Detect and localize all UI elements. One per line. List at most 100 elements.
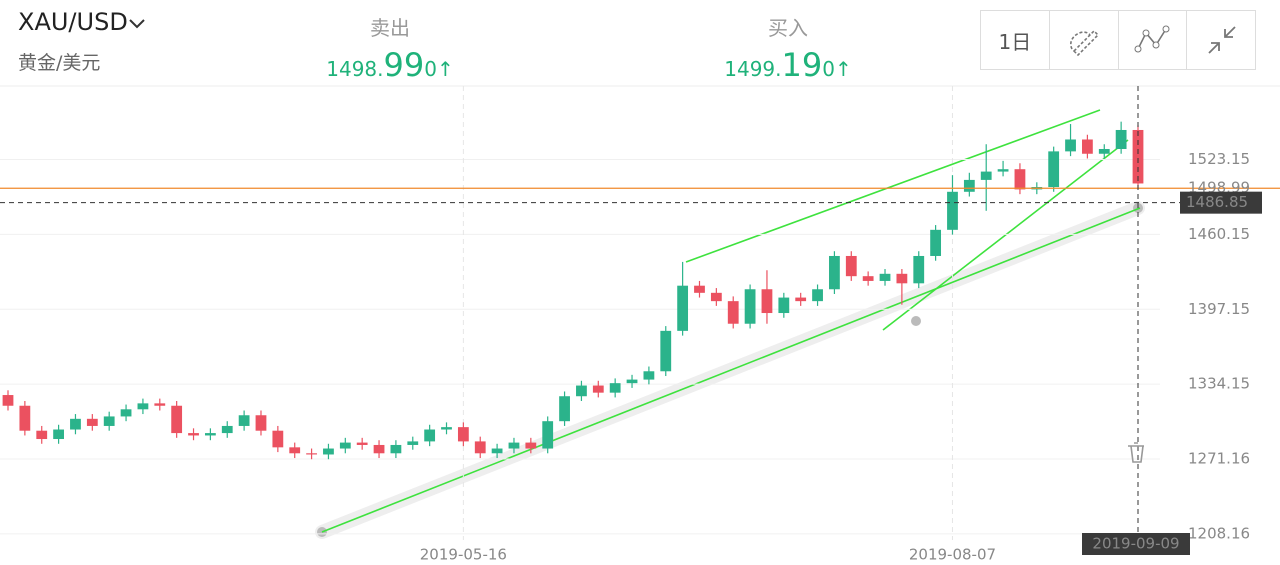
candle-body [154, 403, 166, 406]
price-arrow: ↑ [834, 57, 852, 81]
candle-body [390, 444, 402, 454]
trash-icon[interactable] [1128, 442, 1144, 463]
candle-body [339, 442, 351, 449]
candle-body [457, 427, 469, 442]
draw-button[interactable] [1050, 11, 1119, 69]
candle-body [862, 276, 874, 281]
candle-body [356, 442, 368, 445]
y-tick-label: 1523.15 [1188, 150, 1250, 168]
price-big: 19 [781, 46, 823, 84]
symbol[interactable]: XAU/USD [18, 8, 146, 36]
candle-body [1048, 151, 1060, 188]
candle-body [221, 425, 233, 434]
symbol-text: XAU/USD [18, 8, 128, 36]
candle-body [643, 371, 655, 380]
candle-body [491, 448, 503, 454]
candle-body [1065, 139, 1076, 152]
y-tick-label: 1271.16 [1188, 450, 1250, 468]
candle-body [609, 383, 621, 393]
candle-body [19, 405, 31, 431]
candle-body [204, 433, 216, 436]
candle-body [306, 453, 317, 455]
candle-body [86, 418, 98, 426]
candle-body [424, 429, 436, 442]
candle-body [542, 421, 554, 449]
candle-body [120, 409, 132, 417]
candle-body [525, 442, 537, 449]
candle-body [508, 442, 520, 449]
indicator-button[interactable] [1119, 11, 1188, 69]
candle-body [1014, 169, 1026, 190]
candle-body [795, 297, 807, 302]
sell-label: 卖出 [370, 16, 410, 40]
crosshair-label-box [1180, 191, 1262, 214]
candle-body [845, 255, 857, 277]
draw-icon [1069, 29, 1099, 57]
buy-price[interactable]: 1499.190↑ [668, 46, 908, 84]
candle-body [1115, 129, 1127, 149]
candle-body [474, 441, 486, 454]
header: XAU/USD 黄金/美元 卖出 1498.990↑ 买入 1499.190↑ … [0, 0, 1280, 86]
candle-body [660, 330, 672, 372]
candle-body [896, 273, 908, 284]
candle-body [36, 430, 48, 440]
price-small: 0 [424, 57, 437, 81]
x-tick-label: 2019-08-07 [909, 546, 996, 564]
crosshair-date: 2019-09-09 [1092, 535, 1179, 553]
price-big: 99 [383, 46, 425, 84]
chevron [129, 19, 145, 29]
period-button[interactable]: 1日 [981, 11, 1050, 69]
candle-body [576, 385, 587, 397]
candle-body [1098, 148, 1110, 154]
candle-body [137, 403, 149, 410]
candle-body [272, 430, 284, 448]
y-tick-label: 1334.15 [1188, 375, 1250, 393]
candle-body [812, 289, 823, 302]
sell-price[interactable]: 1498.990↑ [270, 46, 510, 84]
y-tick-label: 1397.15 [1188, 300, 1250, 318]
candle-body [947, 191, 958, 230]
candle-body [70, 418, 81, 430]
candle-body [829, 255, 840, 290]
candle-body [559, 396, 570, 422]
candle-body [761, 289, 773, 314]
symbol-name: 黄金/美元 [18, 52, 101, 74]
candle-body [323, 448, 334, 455]
candle-body [677, 285, 689, 331]
candle-body [103, 416, 115, 426]
price-arrow: ↑ [436, 57, 454, 81]
trend-lines [315, 109, 1145, 539]
candle-body [373, 444, 385, 454]
toolbar: 1日 [980, 10, 1256, 70]
collapse-icon [1208, 26, 1236, 54]
candle-body [407, 441, 419, 445]
crosshair-label: 1486.85 [1186, 193, 1248, 211]
candle-body [744, 289, 756, 324]
buy-label: 买入 [768, 16, 808, 40]
y-tick-label: 1208.16 [1188, 524, 1250, 542]
candle-body [963, 179, 975, 192]
price-int: 1499. [724, 57, 782, 81]
price-int: 1498. [326, 57, 384, 81]
candle-body [913, 255, 925, 284]
candle-body [53, 429, 64, 440]
y-tick-label: 1460.15 [1188, 225, 1250, 243]
indicator-icon [1134, 25, 1170, 53]
candle-body [980, 171, 992, 180]
candle-body [238, 415, 250, 426]
candle-body [694, 285, 705, 293]
candle-body [1132, 129, 1144, 184]
candle-body [879, 273, 891, 281]
collapse-button[interactable] [1187, 11, 1255, 69]
candle-body [188, 433, 199, 436]
candle-body [2, 395, 14, 406]
candle-body [289, 447, 301, 454]
candle-body [255, 415, 267, 431]
candle-body [997, 169, 1009, 172]
plot: 1208.16 1271.16 1334.15 1397.15 1460.15 1523.… [0, 86, 1280, 564]
candle-body [592, 385, 604, 393]
date-label-box [1082, 533, 1190, 555]
candle-body [727, 301, 739, 324]
